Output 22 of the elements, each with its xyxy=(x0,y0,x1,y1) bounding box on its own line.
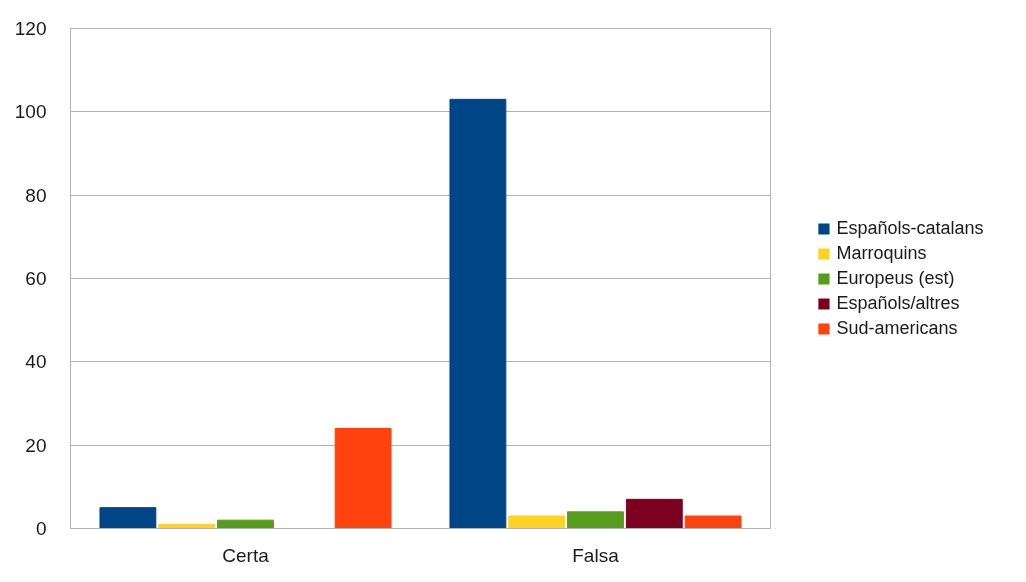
y-tick-label: 40 xyxy=(25,351,47,373)
y-tick-label: 80 xyxy=(25,184,47,206)
legend-label: Europeus (est) xyxy=(836,267,955,289)
bar xyxy=(684,515,742,529)
legend-label: Marroquins xyxy=(836,242,927,264)
bar xyxy=(449,98,507,529)
legend-label: Españols-catalans xyxy=(836,217,984,239)
y-tick-label: 120 xyxy=(14,18,47,39)
legend-label: Españols/altres xyxy=(836,292,960,314)
x-tick-label: Certa xyxy=(222,544,270,566)
y-tick-label: 100 xyxy=(14,101,47,123)
bar xyxy=(625,498,683,529)
legend-label: Sud-americans xyxy=(836,317,958,339)
y-tick-label: 0 xyxy=(35,518,47,539)
bar xyxy=(567,511,624,529)
y-tick-label: 60 xyxy=(25,268,47,289)
bar xyxy=(508,515,566,529)
bar xyxy=(217,519,274,529)
y-tick-label: 20 xyxy=(25,434,47,456)
bar xyxy=(99,507,157,529)
x-tick-label: Falsa xyxy=(572,544,620,566)
bar xyxy=(334,428,392,529)
